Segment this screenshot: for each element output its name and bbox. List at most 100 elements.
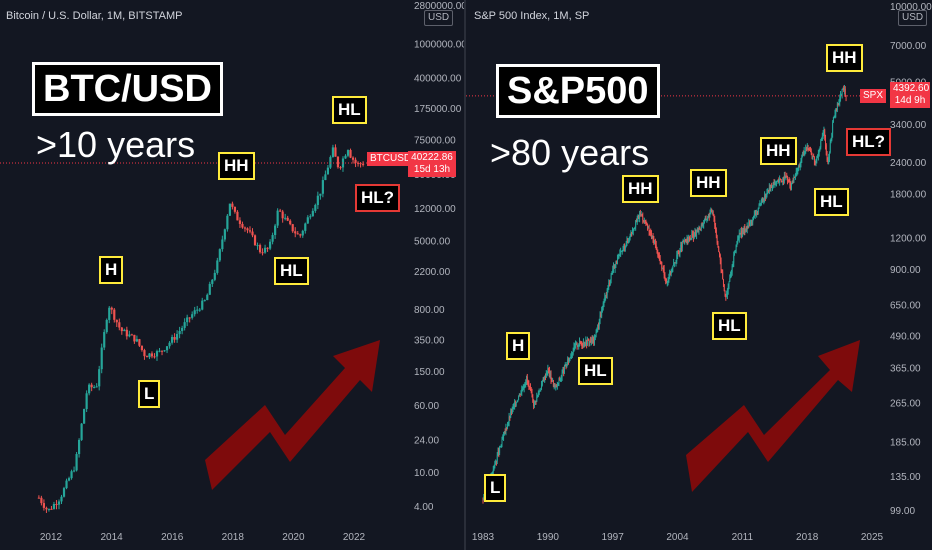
candle-body <box>834 113 836 116</box>
x-axis-tick-label: 2022 <box>343 532 366 543</box>
candle-body <box>840 94 842 96</box>
spx-chart-panel[interactable]: 99.00 135.00 185.00 265.00 365.00 490.00 650.0… <box>466 0 932 550</box>
candle-body <box>749 222 751 224</box>
spx-currency-button[interactable]: USD <box>898 10 928 26</box>
candle-body <box>620 251 622 254</box>
candle-body <box>613 265 614 270</box>
candle-body <box>562 370 564 374</box>
candle-body <box>812 155 814 157</box>
candle-body <box>776 181 778 183</box>
candle-body <box>740 231 742 234</box>
candle-body <box>567 359 569 364</box>
candle-body <box>256 245 259 247</box>
candle-body <box>118 322 121 328</box>
candle-body <box>829 143 831 153</box>
y-axis-tick-label: 60.00 <box>414 401 439 412</box>
candle-body <box>654 242 656 244</box>
y-axis-tick-label: 1000000.00 <box>414 39 464 50</box>
btc-chart-svg[interactable]: 4.00 10.00 24.00 60.00 150.00 350.00 800.00 220… <box>0 0 464 550</box>
candle-body <box>692 233 694 235</box>
candle-body <box>797 168 799 172</box>
candle-body <box>745 228 747 232</box>
candle-body <box>768 189 769 193</box>
candle-body <box>554 385 556 388</box>
candle-body <box>713 215 715 220</box>
candle-body <box>511 408 513 413</box>
candle-body <box>621 250 623 252</box>
candle-body <box>832 122 834 134</box>
candle-body <box>552 380 554 382</box>
panel-divider[interactable] <box>464 0 466 550</box>
candle-body <box>678 253 680 255</box>
candle-body <box>504 431 506 433</box>
candle-body <box>140 345 144 351</box>
spx-chart-svg[interactable]: 99.00 135.00 185.00 265.00 365.00 490.00 650.0… <box>466 0 932 550</box>
candle-body <box>836 109 838 111</box>
candle-body <box>810 151 812 154</box>
candle-body <box>503 434 505 439</box>
candle-body <box>585 339 587 345</box>
candle-body <box>705 217 707 221</box>
candle-body <box>828 157 830 163</box>
candle-body <box>531 392 533 398</box>
btc-title: BTC/USD <box>32 62 223 116</box>
candle-body <box>725 296 727 298</box>
candle-body <box>747 225 749 227</box>
candle-body <box>558 378 560 383</box>
candle-body <box>483 496 485 500</box>
candle-body <box>181 327 184 331</box>
candle-body <box>276 210 279 226</box>
candle-body <box>662 267 664 269</box>
candle-body <box>794 176 796 178</box>
y-axis-tick-label: 5000.00 <box>414 237 451 248</box>
candle-body <box>567 359 569 363</box>
candle-body <box>52 504 56 509</box>
candle-body <box>581 343 583 346</box>
candle-body <box>521 388 523 393</box>
candle-body <box>150 353 154 357</box>
candle-body <box>633 228 635 231</box>
candle-body <box>632 231 633 234</box>
candle-body <box>133 334 136 342</box>
candle-body <box>62 488 66 497</box>
candle-body <box>620 251 622 253</box>
candle-body <box>306 217 309 224</box>
candle-body <box>658 255 660 259</box>
candle-body <box>221 239 224 250</box>
candle-body <box>336 156 340 168</box>
candle-body <box>676 254 678 261</box>
candle-body <box>492 469 494 472</box>
candle-body <box>802 154 804 157</box>
candle-body <box>623 246 625 249</box>
candle-body <box>522 388 523 390</box>
candle-body <box>707 217 709 220</box>
candle-body <box>95 386 98 388</box>
candle-body <box>537 393 539 395</box>
btc-currency-button[interactable]: USD <box>424 10 454 26</box>
candle-body <box>299 234 302 236</box>
candle-body <box>739 233 741 235</box>
candle-body <box>688 237 690 241</box>
candle-body <box>670 271 671 274</box>
candle-body <box>324 174 327 181</box>
candle-body <box>752 219 754 223</box>
candle-body <box>655 244 657 248</box>
candle-body <box>528 383 530 386</box>
candle-body <box>805 147 807 152</box>
candle-body <box>556 382 558 387</box>
candle-body <box>545 375 546 378</box>
btc-annotation-hl-question: HL? <box>355 184 401 212</box>
candle-body <box>100 347 103 370</box>
candle-body <box>731 265 733 273</box>
btc-chart-panel[interactable]: 4.00 10.00 24.00 60.00 150.00 350.00 800.00 220… <box>0 0 464 550</box>
candle-body <box>784 175 786 177</box>
candle-body <box>763 201 765 203</box>
candle-body <box>238 220 242 224</box>
candle-body <box>666 281 667 283</box>
candle-body <box>553 385 555 387</box>
btc-annotation-hh: HH <box>218 152 255 180</box>
y-axis-tick-label: 2800000.00 <box>414 1 464 12</box>
candle-body <box>716 236 718 243</box>
candle-body <box>748 222 750 226</box>
candle-body <box>565 365 567 367</box>
